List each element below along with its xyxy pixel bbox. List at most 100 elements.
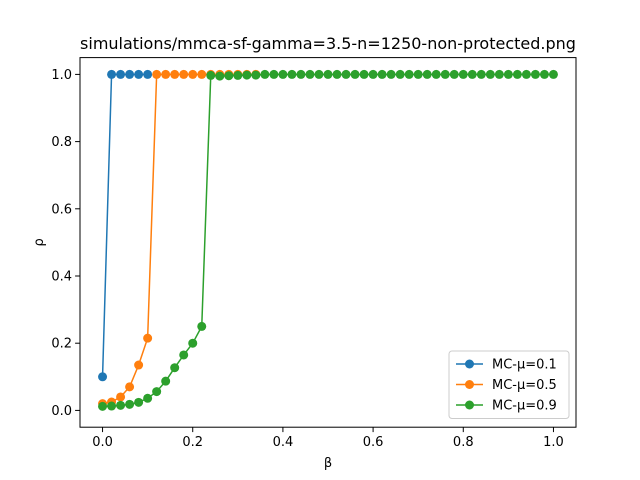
x-tick-label: 0.2 bbox=[182, 435, 203, 450]
axes: 0.0 0.2 0.4 0.6 0.8 1.0 0.0 0.2 0.4 0.6 0.8 1.0 bbox=[51, 68, 563, 450]
data-point bbox=[161, 69, 171, 79]
data-point bbox=[413, 69, 423, 79]
data-point bbox=[134, 397, 144, 407]
legend-marker bbox=[465, 400, 474, 410]
data-point bbox=[134, 69, 144, 79]
data-point bbox=[332, 69, 342, 79]
x-tick-label: 0.4 bbox=[273, 435, 294, 450]
legend-box bbox=[448, 350, 570, 419]
y-axis-label: ρ bbox=[32, 238, 47, 246]
data-point bbox=[341, 69, 351, 79]
data-point bbox=[476, 69, 486, 79]
y-tick-label: 1.0 bbox=[51, 68, 72, 83]
data-point bbox=[377, 69, 387, 79]
data-point bbox=[152, 69, 162, 79]
data-point bbox=[116, 400, 126, 410]
data-point bbox=[440, 69, 450, 79]
legend-item: MC-μ=0.5 bbox=[456, 378, 557, 393]
data-point bbox=[116, 69, 126, 79]
data-point bbox=[422, 69, 432, 79]
data-point bbox=[197, 321, 207, 331]
data-point bbox=[278, 69, 288, 79]
data-point bbox=[305, 69, 315, 79]
data-point bbox=[314, 69, 324, 79]
data-point bbox=[179, 69, 189, 79]
data-point bbox=[368, 69, 378, 79]
data-point bbox=[386, 69, 396, 79]
legend-item: MC-μ=0.1 bbox=[456, 358, 557, 373]
y-tick-label: 0.4 bbox=[51, 270, 72, 285]
data-point bbox=[98, 401, 108, 411]
data-point bbox=[143, 69, 153, 79]
data-point bbox=[521, 69, 531, 79]
data-point bbox=[431, 69, 441, 79]
data-point bbox=[467, 69, 477, 79]
data-point bbox=[251, 70, 261, 80]
data-point bbox=[98, 372, 108, 382]
x-tick-label: 0.6 bbox=[363, 435, 384, 450]
data-point bbox=[494, 69, 504, 79]
series-1 bbox=[98, 69, 153, 382]
data-point bbox=[116, 392, 126, 402]
data-point bbox=[449, 69, 459, 79]
plot-area bbox=[98, 69, 558, 411]
y-tick-label: 0.6 bbox=[51, 202, 72, 217]
data-point bbox=[287, 69, 297, 79]
data-point bbox=[179, 350, 189, 360]
data-point bbox=[188, 69, 198, 79]
data-point bbox=[215, 71, 225, 81]
x-axis-label: β bbox=[324, 456, 332, 471]
data-point bbox=[143, 333, 153, 343]
data-point bbox=[134, 360, 144, 370]
data-point bbox=[404, 69, 414, 79]
data-point bbox=[206, 70, 216, 80]
data-point bbox=[197, 69, 207, 79]
data-point bbox=[233, 70, 243, 80]
x-tick-label: 0.0 bbox=[92, 435, 113, 450]
data-point bbox=[359, 69, 369, 79]
series-3 bbox=[98, 69, 558, 411]
data-point bbox=[485, 69, 495, 79]
legend-label: MC-μ=0.5 bbox=[492, 378, 557, 393]
legend: MC-μ=0.1 MC-μ=0.5 MC-μ=0.9 bbox=[448, 350, 570, 419]
data-point bbox=[188, 338, 198, 348]
data-point bbox=[530, 69, 540, 79]
data-point bbox=[512, 69, 522, 79]
data-point bbox=[170, 69, 180, 79]
y-tick-label: 0.0 bbox=[51, 404, 72, 419]
data-point bbox=[350, 69, 360, 79]
data-point bbox=[458, 69, 468, 79]
data-point bbox=[143, 393, 153, 403]
data-point bbox=[503, 69, 513, 79]
data-point bbox=[269, 69, 279, 79]
y-tick-label: 0.2 bbox=[51, 337, 72, 352]
chart-title: simulations/mmca-sf-gamma=3.5-n=1250-non… bbox=[80, 34, 576, 53]
data-point bbox=[224, 71, 234, 81]
data-point bbox=[539, 69, 549, 79]
data-point bbox=[296, 69, 306, 79]
legend-marker bbox=[465, 380, 474, 389]
legend-label: MC-μ=0.9 bbox=[492, 399, 557, 414]
data-point bbox=[161, 376, 171, 386]
legend-label: MC-μ=0.1 bbox=[492, 358, 557, 373]
x-tick-label: 1.0 bbox=[543, 435, 564, 450]
data-point bbox=[125, 382, 135, 392]
data-point bbox=[125, 399, 135, 409]
data-point bbox=[107, 401, 117, 411]
legend-marker bbox=[465, 359, 474, 369]
y-tick-label: 0.8 bbox=[51, 135, 72, 150]
data-point bbox=[170, 363, 180, 373]
axes-frame bbox=[79, 57, 577, 428]
data-point bbox=[152, 387, 162, 397]
data-point bbox=[395, 69, 405, 79]
data-point bbox=[260, 69, 270, 79]
x-tick-label: 0.8 bbox=[453, 435, 474, 450]
data-point bbox=[125, 69, 135, 79]
legend-item: MC-μ=0.9 bbox=[456, 399, 557, 414]
data-point bbox=[107, 69, 117, 79]
data-point bbox=[323, 69, 333, 79]
data-point bbox=[548, 69, 558, 79]
data-point bbox=[242, 70, 252, 80]
